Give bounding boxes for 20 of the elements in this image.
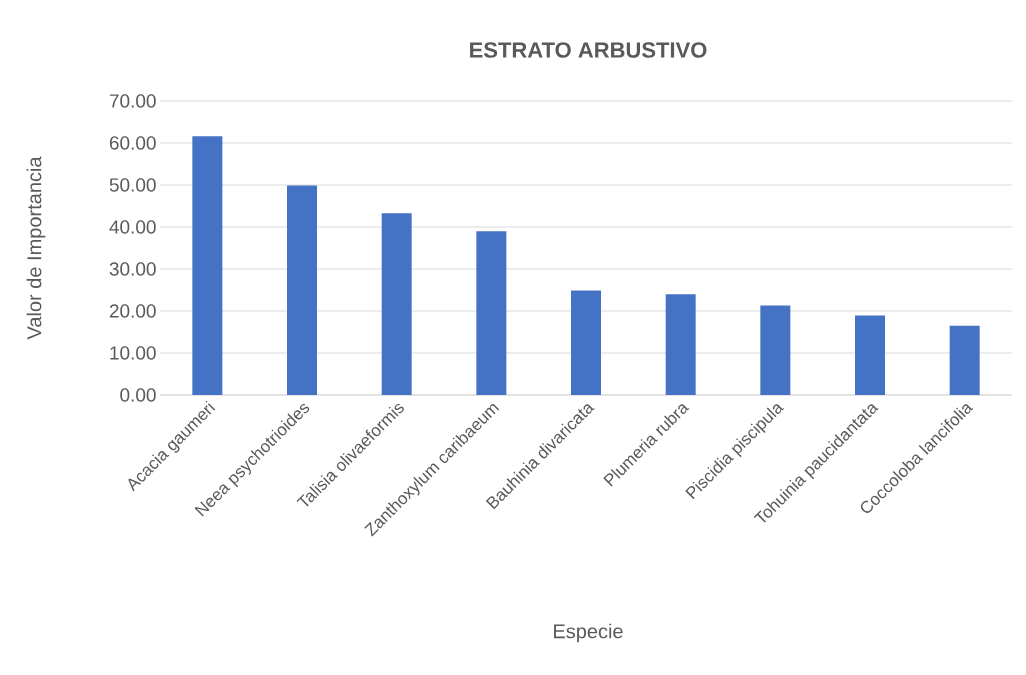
y-tick-label: 60.00 — [109, 136, 156, 150]
bar — [665, 294, 696, 395]
y-tick-label: 20.00 — [109, 304, 156, 318]
bar — [287, 185, 318, 395]
y-tick-label: 30.00 — [109, 262, 156, 276]
chart-title: ESTRATO ARBUSTIVO — [470, 42, 707, 58]
y-tick-label: 50.00 — [109, 178, 156, 192]
bar — [192, 136, 223, 395]
y-axis-title: Valor de Importancia — [26, 156, 46, 340]
bar — [760, 305, 791, 395]
bar — [381, 213, 412, 395]
bar — [571, 290, 602, 395]
bar — [855, 315, 886, 395]
bar — [476, 231, 507, 395]
y-tick-label: 70.00 — [109, 94, 156, 108]
y-tick-label: 10.00 — [110, 346, 156, 360]
x-axis-title: Especie — [554, 623, 623, 643]
y-tick-label: 40.00 — [109, 220, 156, 234]
y-tick-label: 0.00 — [120, 388, 156, 402]
bar — [949, 325, 980, 395]
